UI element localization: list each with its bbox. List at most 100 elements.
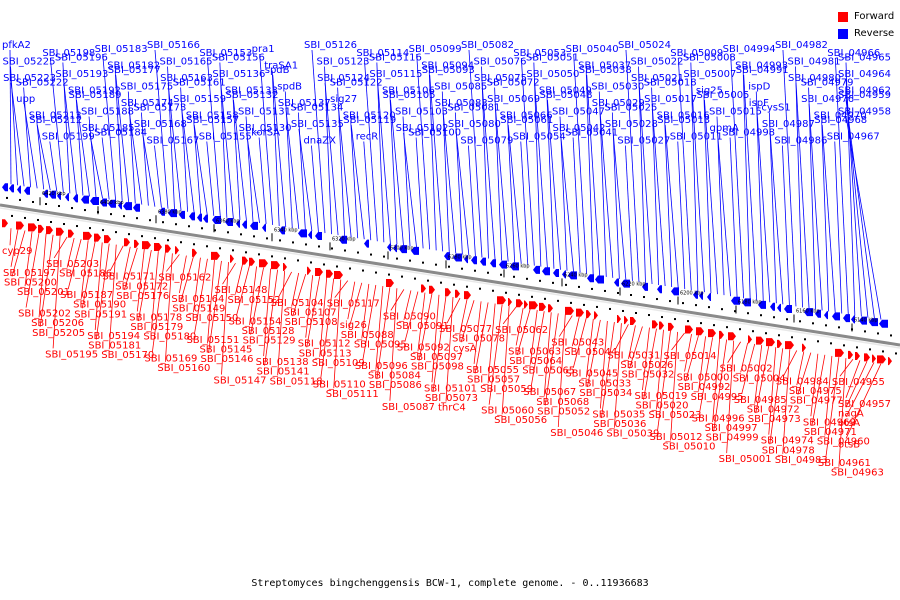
reverse-gene-label: SBI_04958 bbox=[838, 107, 891, 118]
minor-tick bbox=[63, 223, 65, 226]
minor-tick bbox=[747, 312, 749, 315]
forward-gene-label: SBI_05194 bbox=[87, 331, 140, 342]
forward-gene-label-leader bbox=[685, 335, 699, 382]
forward-gene-label: SBI_05110 bbox=[313, 379, 366, 390]
reverse-gene-label-leader bbox=[363, 57, 378, 242]
minor-tick bbox=[154, 237, 156, 240]
forward-gene-label: SBI_05201 bbox=[17, 287, 70, 298]
minor-tick bbox=[552, 281, 554, 284]
forward-gene-label: SBI_05091 bbox=[396, 321, 449, 332]
minor-tick bbox=[648, 314, 650, 317]
reverse-gene-label: SBI_05198 bbox=[42, 48, 95, 59]
axis-tick-label: 6280 kbp bbox=[448, 254, 472, 260]
forward-gene-label-leader bbox=[208, 260, 222, 354]
reverse-gene-label-leader bbox=[23, 103, 38, 189]
reverse-gene-arrow bbox=[393, 244, 397, 253]
forward-gene-label-leader bbox=[543, 312, 552, 396]
reverse-gene-label: SBI_05051 bbox=[526, 53, 579, 64]
axis-tick-label: 6240 kbp bbox=[564, 272, 588, 278]
forward-gene-label: SBI_05036 bbox=[593, 419, 646, 430]
reverse-gene-arrow bbox=[444, 252, 450, 261]
minor-tick bbox=[674, 318, 676, 321]
reverse-gene-label-leader bbox=[834, 57, 849, 315]
reverse-gene-label: SBI_05163 bbox=[160, 73, 213, 84]
reverse-gene-label: SBI_05025 bbox=[604, 103, 657, 114]
reverse-gene-label: SBI_05021 bbox=[631, 73, 684, 84]
reverse-gene-label: SBI_05114 bbox=[356, 48, 409, 59]
minor-tick bbox=[245, 251, 247, 254]
reverse-gene-arrow bbox=[777, 303, 781, 312]
minor-tick bbox=[869, 348, 871, 351]
minor-tick bbox=[864, 330, 866, 333]
forward-gene-label: SBI_05160 bbox=[157, 363, 210, 374]
forward-gene-label-leader bbox=[305, 275, 314, 338]
reverse-gene-arrow bbox=[453, 253, 462, 262]
reverse-gene-label-leader bbox=[520, 141, 529, 265]
forward-gene-label: SBI_04972 bbox=[747, 405, 800, 416]
forward-gene-label: SBI_05148 bbox=[215, 285, 268, 296]
reverse-gene-arrow bbox=[399, 245, 407, 254]
reverse-gene-label: SBI_05188 bbox=[81, 107, 134, 118]
forward-gene-label: SBI_04984 bbox=[776, 376, 829, 387]
reverse-gene-arrow bbox=[859, 316, 867, 325]
minor-tick bbox=[700, 322, 702, 325]
forward-gene-label-leader bbox=[389, 288, 398, 401]
forward-gene-label: SBI_05064 bbox=[509, 356, 562, 367]
reverse-gene-arrow bbox=[815, 309, 821, 318]
reverse-gene-label-leader bbox=[730, 53, 745, 299]
reverse-gene-label: SBI_05132 bbox=[225, 90, 278, 101]
reverse-gene-label-leader bbox=[154, 49, 169, 209]
reverse-gene-label-leader bbox=[845, 99, 875, 319]
reverse-gene-arrow bbox=[770, 302, 775, 311]
minor-tick bbox=[882, 350, 884, 353]
reverse-gene-label: SBI_05037 bbox=[578, 61, 631, 72]
forward-gene-label-leader bbox=[319, 277, 328, 357]
forward-gene-arrow bbox=[848, 350, 853, 359]
forward-gene-label-leader bbox=[306, 276, 321, 348]
minor-tick bbox=[50, 221, 52, 223]
forward-gene-label: SBI_04974 bbox=[761, 436, 814, 447]
reverse-swatch bbox=[838, 28, 848, 39]
forward-gene-label-leader bbox=[417, 292, 426, 352]
minor-tick bbox=[851, 328, 853, 331]
forward-gene-arrow bbox=[565, 306, 574, 315]
genome-backbone bbox=[0, 203, 900, 349]
reverse-gene-label: SBI_05225 bbox=[3, 57, 56, 68]
reverse-gene-label: gpmA bbox=[710, 123, 739, 134]
forward-gene-label: SBI_05044 bbox=[564, 347, 617, 358]
reverse-gene-arrow bbox=[197, 213, 202, 222]
forward-gene-label: nagA bbox=[838, 408, 864, 419]
forward-gene-arrow bbox=[421, 284, 426, 293]
forward-gene-label-leader bbox=[810, 353, 819, 417]
reverse-gene-label-leader bbox=[533, 78, 548, 268]
forward-gene-arrow bbox=[748, 335, 752, 344]
reverse-gene-arrow bbox=[542, 267, 550, 276]
reverse-gene-arrow bbox=[24, 186, 30, 195]
reverse-gene-label: upp bbox=[16, 94, 35, 105]
legend-forward: Forward bbox=[838, 8, 894, 25]
reverse-gene-label-leader bbox=[481, 66, 489, 259]
forward-gene-label: SBI_05096 bbox=[355, 361, 408, 372]
reverse-gene-label-leader bbox=[376, 62, 385, 243]
forward-gene-label-leader bbox=[740, 342, 749, 373]
forward-gene-label: SBI_05205 bbox=[32, 328, 85, 339]
forward-gene-label-leader bbox=[698, 336, 706, 391]
reverse-gene-label-leader bbox=[533, 62, 542, 267]
reverse-gene-arrow bbox=[339, 235, 347, 244]
forward-gene-label-leader bbox=[207, 259, 215, 344]
minor-tick bbox=[76, 225, 78, 228]
forward-gene-label-leader bbox=[164, 253, 173, 362]
reverse-gene-label: SBI_05013 bbox=[657, 115, 710, 126]
forward-gene-label: SBI_05063 bbox=[508, 346, 561, 357]
reverse-gene-label-leader bbox=[664, 124, 679, 289]
minor-tick bbox=[427, 279, 429, 282]
minor-tick bbox=[656, 298, 658, 301]
reverse-gene-label: SBI_05008 bbox=[683, 53, 736, 64]
reverse-gene-label: SBI_04980 bbox=[788, 73, 841, 84]
reverse-gene-label: SBI_05069 bbox=[487, 94, 540, 105]
reverse-gene-arrow bbox=[242, 220, 247, 229]
forward-gene-arrow bbox=[516, 299, 523, 308]
forward-gene-label-leader bbox=[671, 332, 685, 351]
minor-tick bbox=[877, 332, 879, 335]
